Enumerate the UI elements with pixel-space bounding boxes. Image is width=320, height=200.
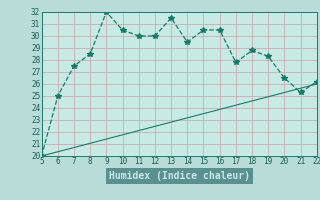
X-axis label: Humidex (Indice chaleur): Humidex (Indice chaleur) — [109, 171, 250, 181]
